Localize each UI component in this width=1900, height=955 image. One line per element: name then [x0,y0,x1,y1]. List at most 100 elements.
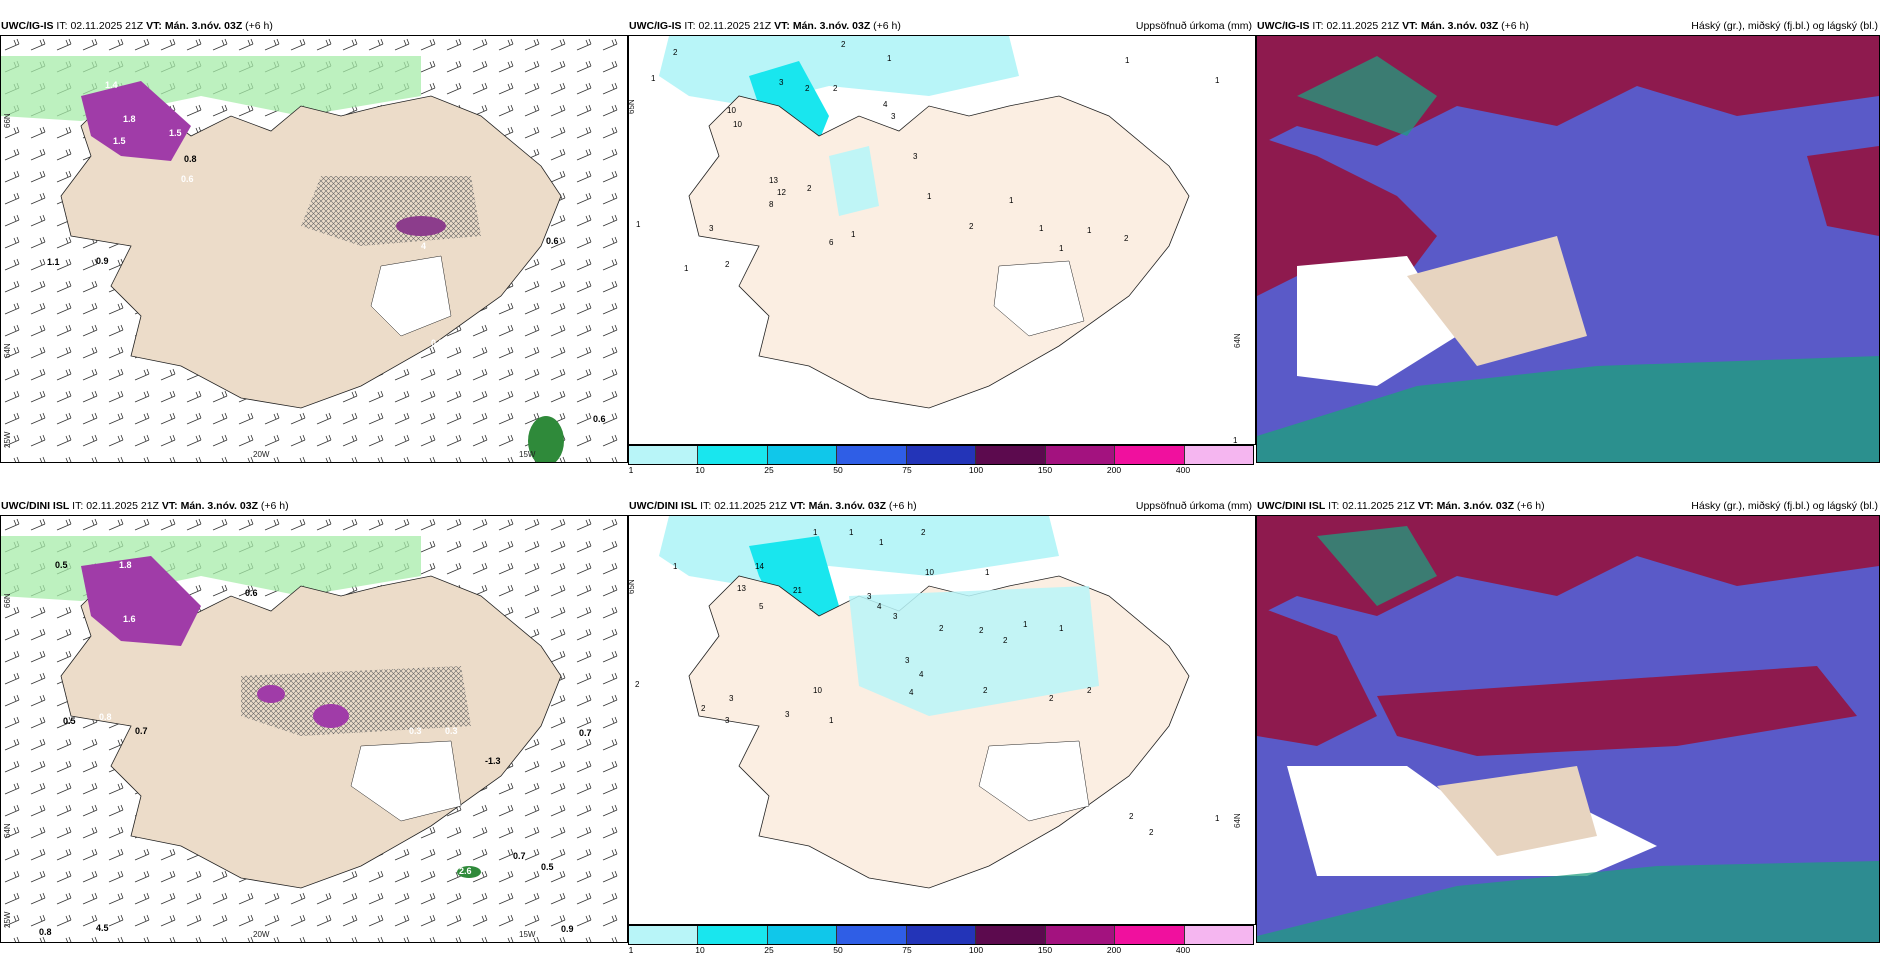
panel-clouds-iggis: UWC/IG-IS IT: 02.11.2025 21Z VT: Mán. 3.… [1256,17,1900,463]
lat-label: 64N [3,823,12,838]
vt-label: VT: [146,20,162,32]
model-name: UWC/DINI ISL [1,500,70,512]
it-value: 02.11.2025 21Z [1326,20,1400,32]
map-frame[interactable] [1256,515,1880,943]
precip-label: 4 [877,602,882,611]
colorbar-segment [1184,446,1253,464]
value-label: 1.1 [47,257,60,267]
precip-label: 3 [779,78,784,87]
land-exposed [1437,766,1597,856]
panel-header: UWC/IG-IS IT: 02.11.2025 21Z VT: Mán. 3.… [1256,17,1900,35]
precip-label: 1 [684,264,689,273]
lead-time: (+6 h) [1501,20,1529,32]
value-label: 1.6 [123,614,136,624]
value-label: 0.5 [63,716,76,726]
colorbar-segment [906,926,977,944]
panel-header: UWC/DINI ISL IT: 02.11.2025 21Z VT: Mán.… [0,497,628,515]
map-frame[interactable]: 0.5 1.8 1.6 0.6 0.5 0.8 0.7 0.3 0.3 -1.3… [0,515,628,943]
precip-label: 1 [1215,814,1220,823]
colorbar-tick: 100 [968,465,984,475]
vt-value: Mán. 3.nóv. 03Z [1420,20,1499,32]
it-label: IT: [1312,20,1324,32]
precip-label: 1 [1125,56,1130,65]
vt-label: VT: [789,500,806,512]
precip-label: 1 [1023,620,1028,629]
low-cloud-band [1297,56,1437,136]
map-frame[interactable]: 2 1 2 1 1 3 10 10 2 2 4 3 3 13 12 8 1 2 … [628,35,1256,445]
colorbar-tick: 25 [764,465,774,475]
precip-label: 1 [1039,224,1044,233]
cyan-precip-band [749,536,839,636]
vt-value: Mán. 3.nóv. 03Z [808,500,886,512]
precip-label: 2 [673,48,678,57]
precip-label: 1 [673,562,678,571]
lon-label: 15W [519,450,536,459]
precip-label: 1 [1087,226,1092,235]
colorbar-tick: 50 [833,945,843,955]
panel-header: UWC/DINI ISL IT: 02.11.2025 21Z VT: Mán.… [1256,497,1900,515]
value-label: 4 [421,241,427,251]
snow-area [370,255,452,337]
precip-label: 1 [849,528,854,537]
colorbar-segment [1045,926,1116,944]
it-value: 02.11.2025 21Z [86,500,159,512]
value-label: 0.9 [96,256,109,266]
value-label: 0.7 [513,851,526,861]
precip-label: 3 [893,612,898,621]
model-name: UWC/IG-IS [1257,20,1310,32]
it-label: IT: [56,20,68,32]
high-cloud [1257,606,1377,746]
map-frame[interactable] [1256,35,1880,463]
colorbar-segment [698,926,768,944]
vt-label: VT: [1417,500,1434,512]
precip-label: 3 [867,592,872,601]
panel-title: Hásky (gr.), miðský (fj.bl.) og lágský (… [1691,500,1878,512]
value-label: 1.8 [123,114,136,124]
precip-label: 2 [841,40,846,49]
panel-title: Uppsöfnuð úrkoma (mm) [1135,500,1252,512]
lead-time: (+6 h) [1516,500,1545,512]
it-value: 02.11.2025 21Z [698,20,772,32]
low-cloud-band [1257,356,1879,462]
precip-label: 2 [701,704,706,713]
precip-label: 3 [913,152,918,161]
precip-label: 2 [939,624,944,633]
precip-label: 21 [793,586,802,595]
colorbar-segment [698,446,768,464]
precip-label: 3 [729,694,734,703]
map-frame[interactable]: 0.2 1.4 1.8 1.5 0.8 1.5 4 0.6 1.1 0.9 0.… [0,35,628,463]
hatched-area [241,666,471,736]
value-label: 0.9 [561,924,574,934]
colorbar-tick: 150 [1037,945,1053,955]
precip-label: 12 [777,188,786,197]
precip-label: 4 [909,688,914,697]
map-frame[interactable]: 1 1 1 2 1 14 13 21 5 10 1 3 4 3 2 2 2 3 … [628,515,1256,925]
value-label: -1.3 [485,756,501,766]
precip-label: 1 [1215,76,1220,85]
colorbar-tick: 400 [1175,465,1191,475]
panel-accum-precip-dini: UWC/DINI ISL IT: 02.11.2025 21Z VT: Mán.… [628,497,1256,955]
colorbar-segment [1115,926,1185,944]
precip-label: 10 [925,568,934,577]
value-label: 0.5 [55,560,68,570]
colorbar-tick: 400 [1175,945,1191,955]
colorbar-segment [906,446,977,464]
it-label: IT: [72,500,84,512]
vt-value: Mán. 3.nóv. 03Z [792,20,871,32]
lead-time: (+6 h) [245,20,273,32]
precip-label: 2 [833,84,838,93]
precip-label: 2 [921,528,926,537]
map-canvas [659,36,1190,409]
panel-header: UWC/DINI ISL IT: 02.11.2025 21Z VT: Mán.… [628,497,1256,515]
precip-label: 3 [785,710,790,719]
low-cloud-band [1317,526,1437,606]
high-cloud [1807,146,1879,236]
value-label: 1.8 [119,560,132,570]
vt-label: VT: [774,20,790,32]
colorbar-tick: 1 [628,945,634,955]
value-label: 1.4 [105,80,118,90]
panel-title: Háský (gr.), miðský (fj.bl.) og lágský (… [1691,20,1878,32]
low-cloud-band [1257,861,1879,942]
precip-label: 13 [737,584,746,593]
map-canvas [1257,516,1879,942]
